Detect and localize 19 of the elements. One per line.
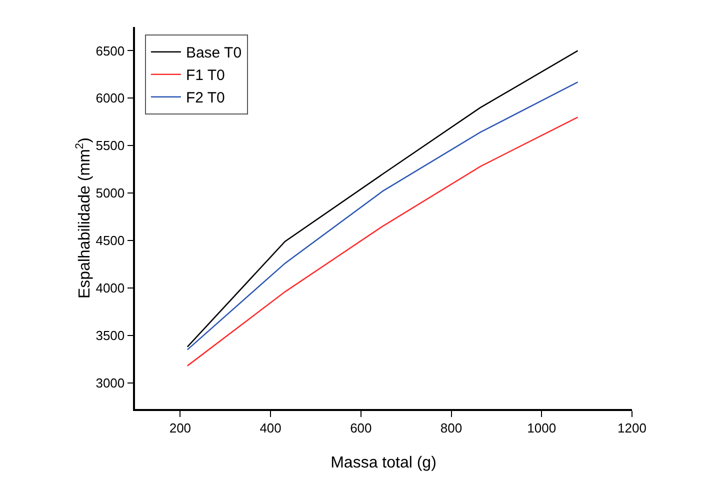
y-tick-label: 6500 bbox=[96, 43, 125, 58]
x-tick-label: 200 bbox=[169, 420, 192, 436]
x-tick-label: 1200 bbox=[618, 420, 646, 436]
legend-label: F1 T0 bbox=[186, 67, 225, 84]
x-tick-label: 1000 bbox=[527, 420, 556, 436]
y-tick-label: 5500 bbox=[96, 138, 125, 154]
x-tick-label: 800 bbox=[440, 420, 462, 436]
y-tick-label: 4500 bbox=[96, 233, 125, 248]
y-tick-label: 6000 bbox=[96, 90, 125, 106]
y-tick-label: 3500 bbox=[96, 328, 125, 343]
x-axis-title: Massa total (g) bbox=[330, 454, 436, 472]
x-tick-label: 600 bbox=[350, 420, 372, 436]
x-tick-label: 400 bbox=[260, 420, 282, 436]
y-tick-label: 3000 bbox=[96, 375, 125, 390]
legend-label: F2 T0 bbox=[186, 90, 225, 107]
y-tick-label: 5000 bbox=[96, 186, 125, 201]
line-series bbox=[186, 116, 578, 366]
y-tick-label: 4000 bbox=[96, 280, 125, 296]
legend-label: Base T0 bbox=[186, 44, 242, 62]
